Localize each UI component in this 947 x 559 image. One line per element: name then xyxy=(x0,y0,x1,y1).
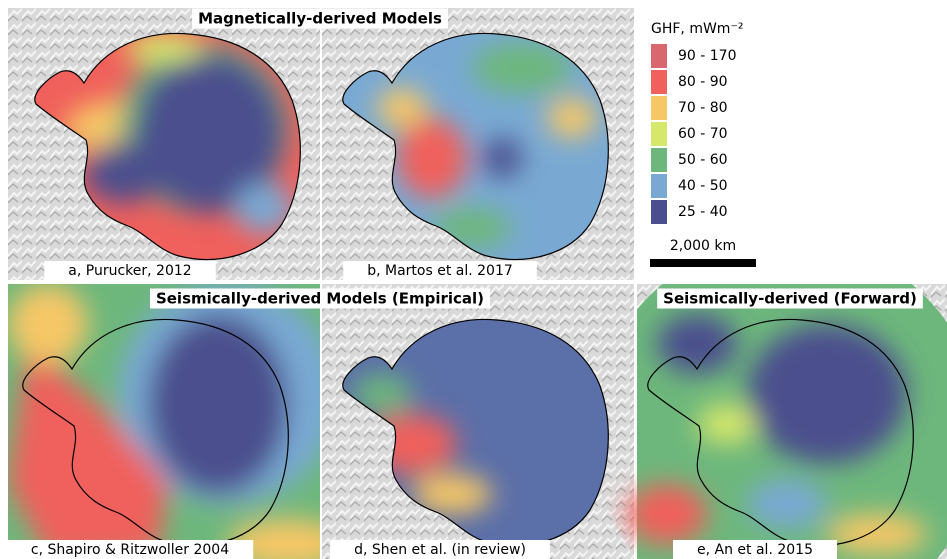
caption: d, Shen et al. (in review) xyxy=(354,542,526,558)
caption: e, An et al. 2015 xyxy=(697,542,813,558)
legend-swatch xyxy=(651,96,667,120)
scale-label: 2,000 km xyxy=(670,238,736,254)
header: Seismically-derived Models (Empirical) xyxy=(156,290,484,308)
scale-bar xyxy=(650,259,756,267)
page: {"headers": ["Magnetically-derived Model… xyxy=(0,0,947,559)
header: Seismically-derived (Forward) xyxy=(663,290,917,308)
legend-label: 50 - 60 xyxy=(678,152,728,168)
caption: a, Purucker, 2012 xyxy=(68,263,191,279)
legend-label: 40 - 50 xyxy=(678,178,728,194)
map-panel xyxy=(627,284,947,559)
header: Magnetically-derived Models xyxy=(198,10,442,28)
caption: c, Shapiro & Ritzwoller 2004 xyxy=(31,542,229,558)
legend: 90 - 170 80 - 90 70 - 80 60 - 70 50 - 60 40 -… xyxy=(651,44,737,224)
legend-swatch xyxy=(651,174,667,198)
legend-swatch xyxy=(651,148,667,172)
map-panel xyxy=(322,284,634,559)
legend-swatch xyxy=(651,44,667,68)
legend-label: 80 - 90 xyxy=(678,74,728,90)
legend-label: 70 - 80 xyxy=(678,100,728,116)
legend-swatch xyxy=(651,70,667,94)
legend-swatch xyxy=(651,200,667,224)
map-panel xyxy=(322,8,634,280)
legend-title: GHF, mWm⁻² xyxy=(651,21,743,37)
legend-swatch xyxy=(651,122,667,146)
map-panel xyxy=(8,8,326,280)
legend-label: 25 - 40 xyxy=(678,204,728,220)
figure: 2,000 km GHF, mWm⁻² 90 - 170 80 - 90 70 - … xyxy=(0,0,947,559)
caption: b, Martos et al. 2017 xyxy=(367,263,513,279)
legend-label: 90 - 170 xyxy=(678,48,737,64)
legend-label: 60 - 70 xyxy=(678,126,728,142)
map-panel xyxy=(8,284,348,559)
